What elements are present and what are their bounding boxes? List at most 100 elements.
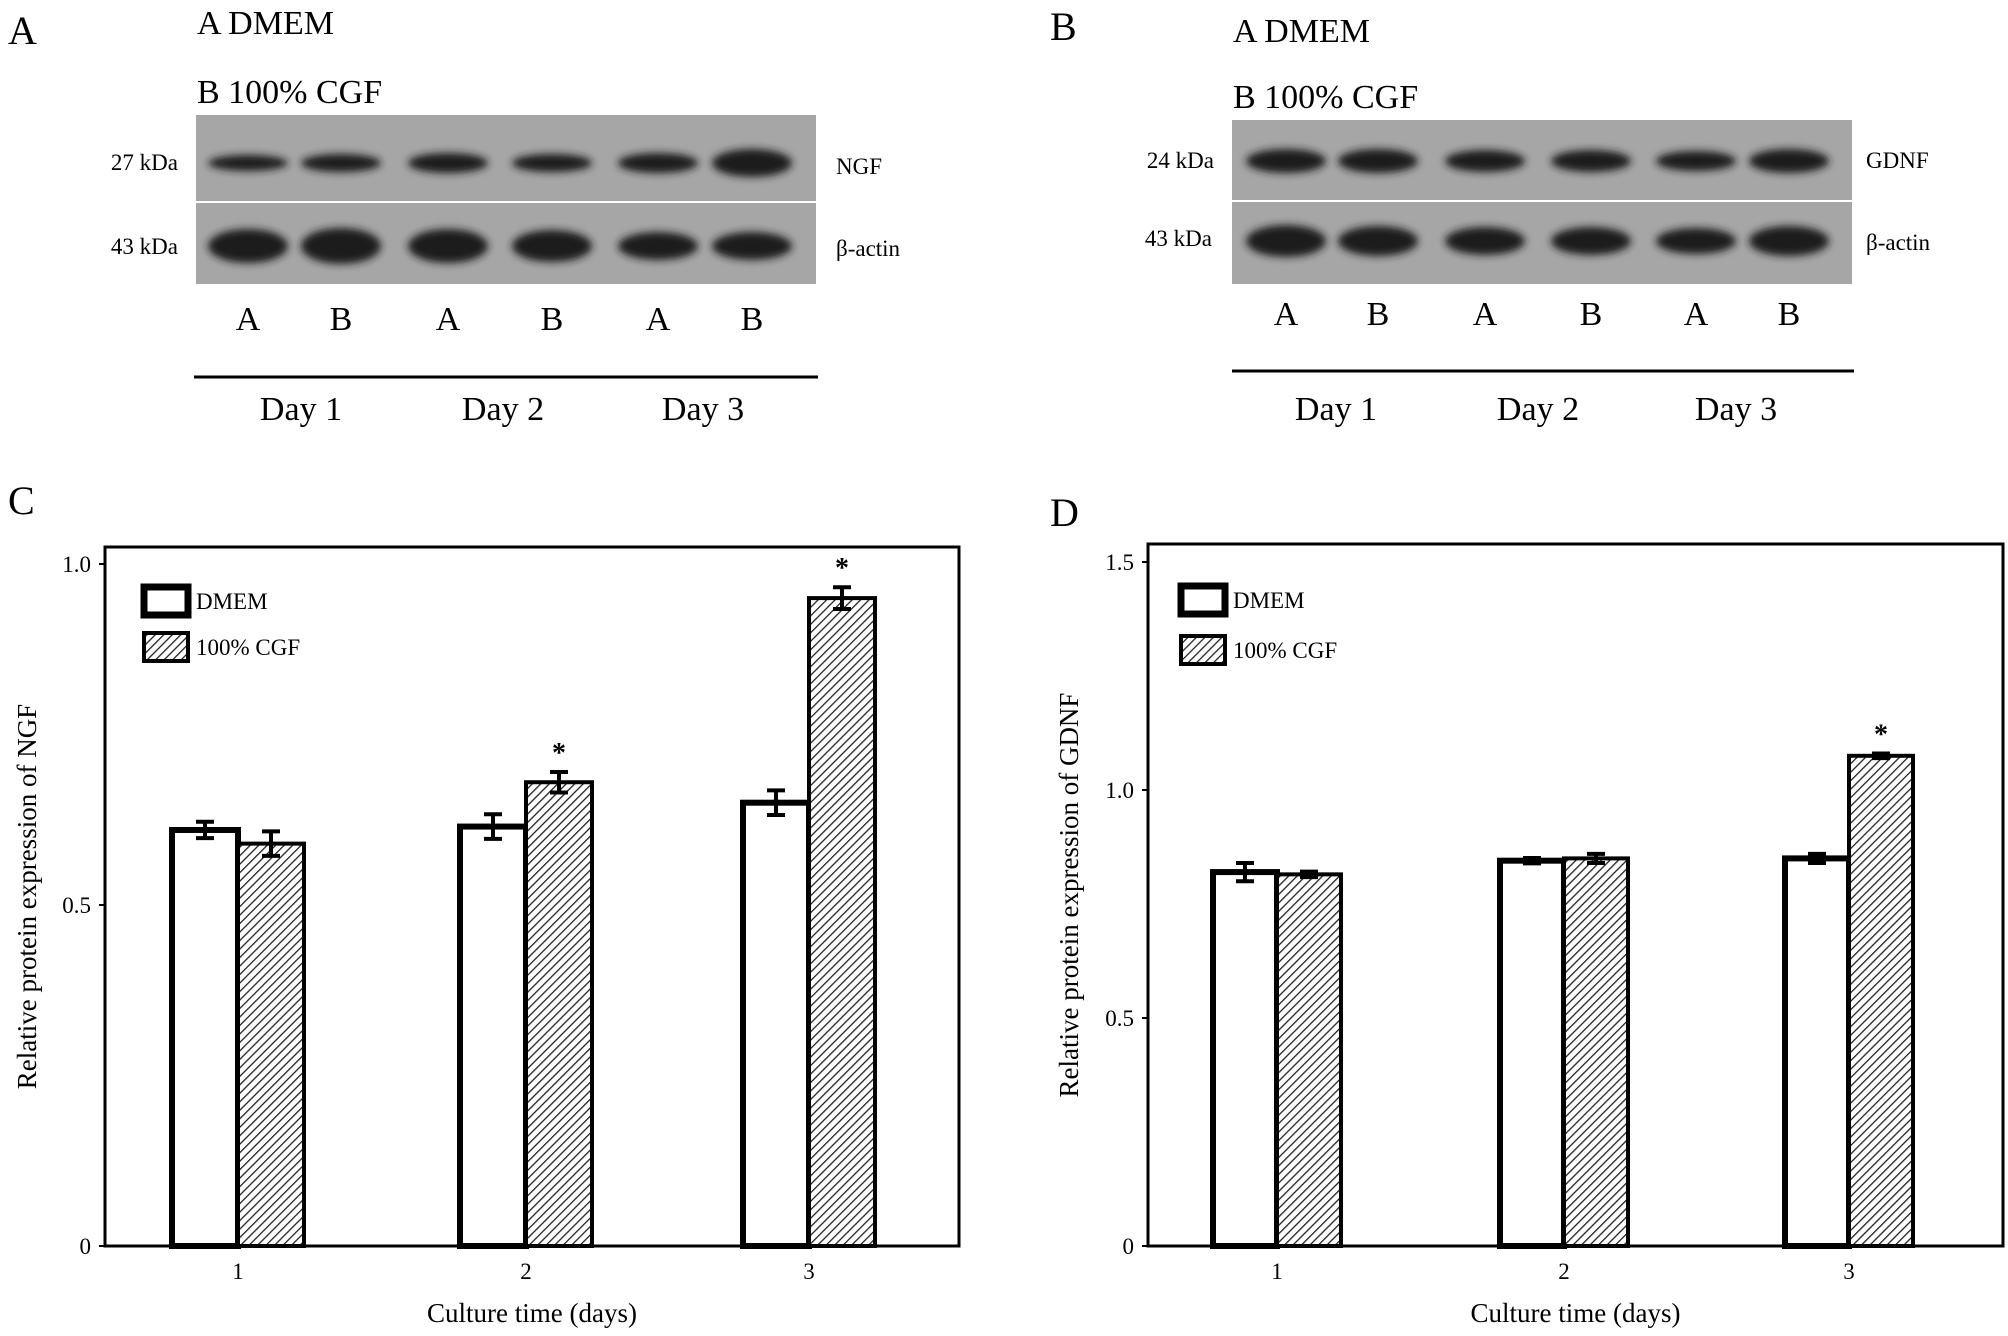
blot-band bbox=[1656, 228, 1736, 254]
panel-label-d: D bbox=[1050, 490, 1079, 535]
blot-band bbox=[1445, 227, 1525, 255]
blot-band bbox=[618, 153, 698, 173]
blot-band bbox=[1749, 149, 1829, 173]
y-tick-label: 0 bbox=[80, 1234, 92, 1259]
y-tick-label: 1.5 bbox=[1105, 550, 1134, 575]
x-tick-label: 2 bbox=[1558, 1259, 1570, 1284]
kda-label: 24 kDa bbox=[1147, 148, 1214, 173]
blot-legend-b: B 100% CGF bbox=[1233, 79, 1418, 116]
y-tick-label: 0 bbox=[1123, 1234, 1135, 1259]
bar-100-cgf bbox=[1847, 753, 1915, 1248]
y-tick-label: 0.5 bbox=[1105, 1006, 1134, 1031]
x-tick-label: 1 bbox=[232, 1259, 244, 1284]
significance-marker: * bbox=[835, 553, 849, 584]
blot-band bbox=[1551, 150, 1631, 172]
legend-swatch bbox=[1179, 634, 1227, 666]
lane-label: B bbox=[330, 301, 353, 338]
blot-legend-a: A DMEM bbox=[197, 5, 334, 42]
legend-label: DMEM bbox=[196, 589, 268, 614]
blot-band bbox=[1656, 151, 1736, 171]
kda-label: 43 kDa bbox=[111, 234, 178, 259]
significance-marker: * bbox=[1874, 720, 1888, 751]
legend-swatch bbox=[140, 583, 192, 619]
protein-label: NGF bbox=[836, 154, 882, 179]
blot-membrane bbox=[196, 115, 816, 284]
day-label: Day 2 bbox=[1497, 391, 1579, 428]
legend-label: DMEM bbox=[1233, 588, 1305, 613]
panel-label-b: B bbox=[1050, 4, 1077, 49]
lane-label: A bbox=[236, 301, 261, 338]
bar-dmem bbox=[169, 826, 241, 1249]
blot-band bbox=[1445, 150, 1525, 172]
protein-label: GDNF bbox=[1866, 148, 1929, 173]
legend-swatch bbox=[142, 631, 190, 663]
y-tick-label: 0.5 bbox=[62, 893, 91, 918]
bar-100-cgf bbox=[807, 596, 877, 1248]
bar-100-cgf bbox=[1275, 872, 1343, 1248]
protein-label: β-actin bbox=[836, 236, 901, 261]
bar-100-cgf bbox=[236, 841, 306, 1248]
blot-band bbox=[408, 229, 488, 263]
lane-label: A bbox=[1684, 296, 1709, 333]
chart-ngf: 0 0.5 1.0 1 2 * 3 * DMEM 100% CGF Culture time (da… bbox=[12, 545, 961, 1328]
western-blot-gdnf: A DMEM B 100% CGF 24 kDa 43 kDa GDNF β-a… bbox=[1145, 13, 1931, 428]
x-axis-label: Culture time (days) bbox=[1471, 1298, 1681, 1328]
x-tick-label: 3 bbox=[1843, 1259, 1855, 1284]
chart-gdnf: 0 0.5 1.0 1.5 1 2 3 * DMEM 100% CGF Culture time (… bbox=[1054, 542, 2005, 1328]
panel-label-a: A bbox=[8, 8, 37, 53]
bar-dmem bbox=[457, 823, 529, 1249]
kda-label: 27 kDa bbox=[111, 150, 178, 175]
blot-band bbox=[1246, 149, 1326, 173]
y-tick-label: 1.0 bbox=[1105, 778, 1134, 803]
day-label: Day 1 bbox=[260, 391, 342, 428]
lane-label: A bbox=[1473, 296, 1498, 333]
bar-100-cgf bbox=[1562, 856, 1630, 1249]
y-axis-label: Relative protein expression of NGF bbox=[12, 704, 42, 1089]
day-label: Day 2 bbox=[462, 391, 544, 428]
lane-label: B bbox=[541, 301, 564, 338]
lane-label: B bbox=[1778, 296, 1801, 333]
bar-dmem bbox=[1497, 857, 1567, 1249]
blot-band bbox=[712, 232, 792, 260]
lane-label: B bbox=[1580, 296, 1603, 333]
kda-label: 43 kDa bbox=[1145, 226, 1212, 251]
y-tick-label: 1.0 bbox=[62, 552, 91, 577]
bar-dmem bbox=[1210, 869, 1280, 1250]
blot-band bbox=[208, 155, 288, 171]
day-label: Day 1 bbox=[1295, 391, 1377, 428]
x-axis-label: Culture time (days) bbox=[427, 1298, 637, 1328]
bar-dmem bbox=[1782, 855, 1852, 1250]
y-axis-label: Relative protein expression of GDNF bbox=[1054, 693, 1084, 1098]
blot-band bbox=[208, 229, 288, 263]
panel-label-c: C bbox=[8, 478, 35, 523]
lane-label: B bbox=[741, 301, 764, 338]
legend-swatch bbox=[1177, 582, 1229, 618]
x-tick-label: 3 bbox=[803, 1259, 815, 1284]
blot-band bbox=[618, 232, 698, 260]
blot-band bbox=[1246, 225, 1326, 257]
blot-band bbox=[712, 149, 792, 177]
blot-legend-b: B 100% CGF bbox=[197, 74, 382, 111]
day-label: Day 3 bbox=[1695, 391, 1777, 428]
bar-dmem bbox=[740, 799, 812, 1249]
blot-band bbox=[1338, 149, 1418, 173]
blot-band bbox=[512, 230, 592, 262]
western-blot-ngf: A DMEM B 100% CGF 27 kDa 43 kDa NGF β-ac… bbox=[111, 5, 901, 428]
lane-label: A bbox=[1274, 296, 1299, 333]
legend-label: 100% CGF bbox=[196, 635, 300, 660]
blot-band bbox=[1551, 227, 1631, 255]
blot-band bbox=[301, 154, 381, 172]
blot-band bbox=[301, 228, 381, 264]
blot-band bbox=[1338, 226, 1418, 256]
legend-label: 100% CGF bbox=[1233, 638, 1337, 663]
lane-label: A bbox=[646, 301, 671, 338]
protein-label: β-actin bbox=[1866, 230, 1931, 255]
significance-marker: * bbox=[552, 738, 566, 769]
x-tick-label: 2 bbox=[520, 1259, 532, 1284]
lane-label: A bbox=[436, 301, 461, 338]
blot-band bbox=[512, 154, 592, 172]
x-tick-label: 1 bbox=[1271, 1259, 1283, 1284]
blot-band bbox=[408, 153, 488, 173]
bar-100-cgf bbox=[524, 780, 594, 1248]
